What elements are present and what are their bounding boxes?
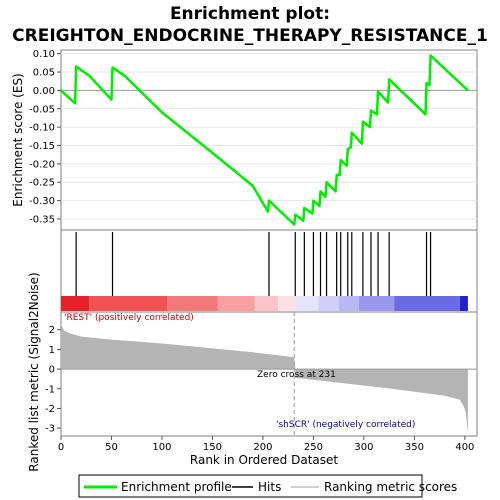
x-tick-label: 100 xyxy=(152,442,171,453)
es-y-tick-label: -0.05 xyxy=(29,104,55,115)
gradient-segment xyxy=(338,296,359,311)
es-y-tick-label: 0.10 xyxy=(33,49,55,60)
gradient-segment xyxy=(459,296,468,311)
gradient-segment xyxy=(394,296,460,311)
gradient-segment xyxy=(217,296,255,311)
ranking-gradient-bar xyxy=(61,296,468,311)
es-y-tick-label: -0.15 xyxy=(29,141,55,152)
gradient-segment xyxy=(318,296,339,311)
gradient-segment xyxy=(358,296,395,311)
es-y-tick-label: -0.25 xyxy=(29,178,55,189)
metric-y-tick-label: 0 xyxy=(49,365,55,376)
hit-markers xyxy=(75,232,432,296)
es-y-tick-label: 0.05 xyxy=(33,68,55,79)
legend-label-hits: Hits xyxy=(258,480,281,494)
ranking-metric-series xyxy=(61,312,477,436)
legend-label-enrichment-profile: Enrichment profile xyxy=(121,480,232,494)
legend-label-ranking-metric: Ranking metric scores xyxy=(324,480,457,494)
x-axis-title: Rank in Ordered Dataset xyxy=(190,453,338,467)
enrichment-profile-line xyxy=(60,54,469,226)
x-tick-label: 300 xyxy=(354,442,373,453)
positive-correlation-label: 'REST' (positively correlated) xyxy=(64,313,194,323)
x-tick-label: 50 xyxy=(105,442,118,453)
metric-y-tick-label: 2 xyxy=(49,325,55,336)
legend-box xyxy=(78,474,423,498)
es-y-tick-label: 0.00 xyxy=(33,86,55,97)
x-tick-label: 350 xyxy=(405,442,424,453)
metric-y-axis: 2 1 0 -1 -2 -3 xyxy=(45,325,61,435)
metric-y-tick-label: 1 xyxy=(49,345,55,356)
x-tick-label: 400 xyxy=(455,442,474,453)
enrichment-profile-series xyxy=(60,54,469,226)
metric-y-tick-label: -3 xyxy=(45,424,55,435)
gradient-segment xyxy=(167,296,218,311)
zero-cross-label: Zero cross at 231 xyxy=(257,370,336,380)
gradient-segment xyxy=(254,296,279,311)
x-axis: 0 50 100 150 200 250 300 350 400 xyxy=(58,436,474,453)
es-y-tick-label: -0.35 xyxy=(29,214,55,225)
negative-correlation-label: 'shSCR' (negatively correlated) xyxy=(276,420,415,430)
gradient-segment xyxy=(278,296,296,311)
gradient-segment xyxy=(61,296,90,311)
es-y-tick-label: -0.10 xyxy=(29,123,55,134)
x-tick-label: 250 xyxy=(304,442,323,453)
es-y-axis: 0.10 0.05 0.00 -0.05 -0.10 -0.15 -0.20 -0.25 -0.… xyxy=(29,49,61,225)
ranking-metric-area xyxy=(61,323,468,433)
metric-axis-title: Ranked list metric (Signal2Noise) xyxy=(27,272,41,471)
gradient-segment xyxy=(295,296,319,311)
chart-title-line2: CREIGHTON_ENDOCRINE_THERAPY_RESISTANCE_1 xyxy=(12,26,488,46)
metric-y-tick-label: -2 xyxy=(45,404,55,415)
legend: Enrichment profile Hits Ranking metric s… xyxy=(78,474,457,498)
metric-y-tick-label: -1 xyxy=(45,384,55,395)
x-tick-label: 200 xyxy=(253,442,272,453)
gradient-segment xyxy=(89,296,168,311)
es-y-tick-label: -0.20 xyxy=(29,159,55,170)
x-tick-label: 0 xyxy=(58,442,64,453)
es-y-tick-label: -0.30 xyxy=(29,196,55,207)
es-axis-title: Enrichment score (ES) xyxy=(11,73,25,206)
chart-title-line1: Enrichment plot: xyxy=(170,4,330,24)
x-tick-label: 150 xyxy=(203,442,222,453)
